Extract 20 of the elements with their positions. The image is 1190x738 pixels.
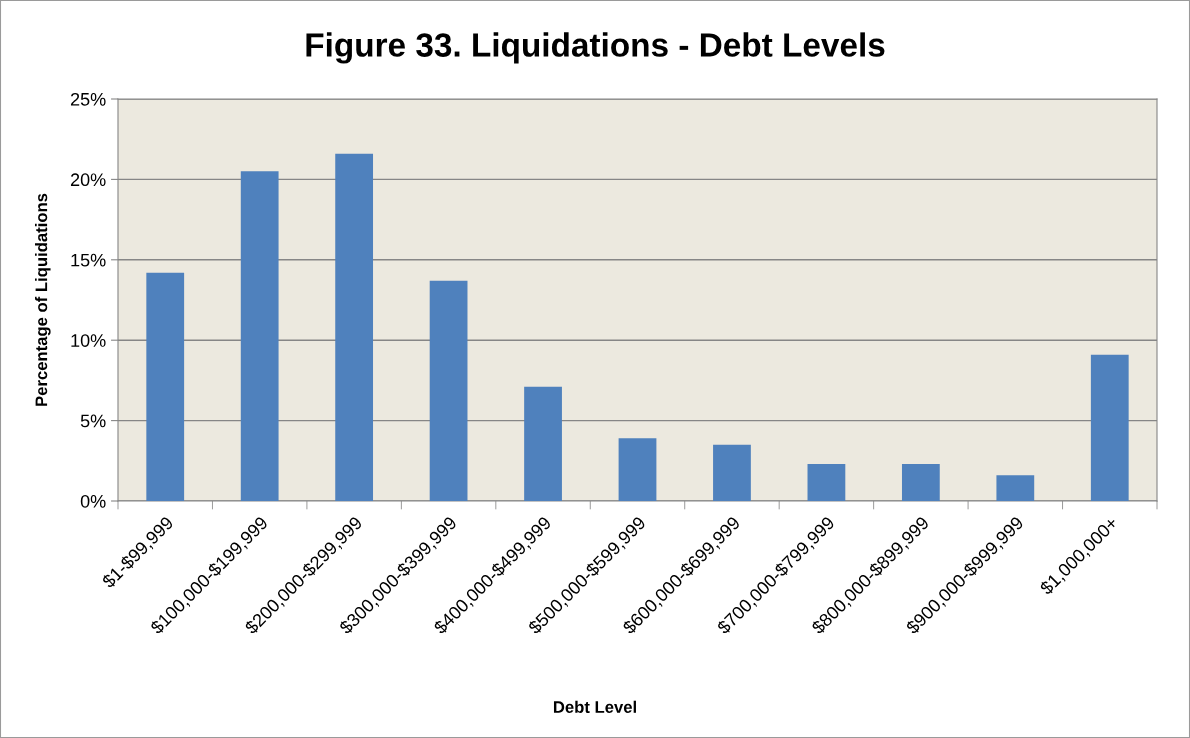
y-tick-label: 15% <box>71 253 106 267</box>
y-axis-title: Percentage of Liquidations <box>35 193 51 406</box>
x-axis-title: Debt Level <box>553 700 636 713</box>
bar <box>429 280 468 501</box>
bar <box>618 438 657 501</box>
y-tick-label: 0% <box>80 494 106 508</box>
bar <box>996 475 1035 501</box>
bar <box>1090 354 1129 501</box>
bar <box>240 171 279 501</box>
bar <box>335 153 374 501</box>
bar <box>146 272 185 501</box>
y-tick-label: 20% <box>70 173 106 187</box>
bar <box>713 444 751 501</box>
y-tick-label: 10% <box>71 334 106 347</box>
bar <box>901 464 940 501</box>
y-tick-label: 25% <box>70 92 106 106</box>
bar <box>807 464 846 501</box>
chart-title: Figure 33. Liquidations - Debt Levels <box>306 32 885 64</box>
bar <box>524 386 562 501</box>
y-tick-label: 5% <box>80 414 106 428</box>
